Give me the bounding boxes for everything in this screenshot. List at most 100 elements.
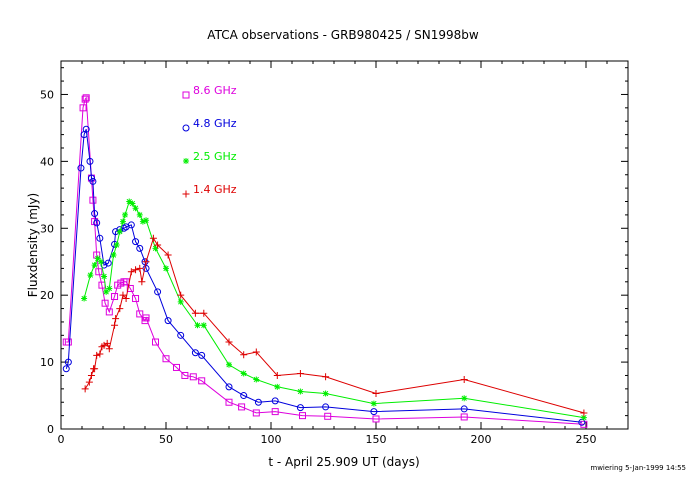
data-point-square xyxy=(173,363,180,371)
x-tick-label: 150 xyxy=(366,433,387,446)
data-point-square xyxy=(580,420,588,428)
data-point-asterisk xyxy=(106,285,113,292)
chart-title: ATCA observations - GRB980425 / SN1998bw xyxy=(207,28,479,42)
data-point-asterisk xyxy=(370,400,377,407)
data-point-asterisk xyxy=(177,298,184,305)
data-point-circle xyxy=(370,408,378,416)
data-point-asterisk xyxy=(126,198,133,205)
data-point-plus xyxy=(273,371,281,379)
data-point-square xyxy=(162,355,170,363)
data-point-asterisk xyxy=(226,361,232,368)
data-point-asterisk xyxy=(200,322,207,329)
data-point-circle xyxy=(136,244,144,252)
data-point-square xyxy=(126,284,134,292)
data-point-plus xyxy=(96,350,104,358)
data-point-circle xyxy=(100,261,108,269)
data-point-plus xyxy=(132,266,140,274)
data-point-square xyxy=(95,268,103,276)
data-point-plus xyxy=(225,338,233,346)
data-point-plus xyxy=(112,315,120,323)
data-point-square xyxy=(189,373,197,381)
data-point-circle xyxy=(154,288,162,296)
data-point-circle xyxy=(182,124,190,132)
data-point-asterisk xyxy=(101,273,108,280)
x-axis: 0 50 100 150 200 250 xyxy=(58,61,629,446)
data-point-plus xyxy=(460,375,468,383)
data-point-square xyxy=(372,415,380,423)
data-point-circle xyxy=(96,234,104,242)
footer-stamp: mwiering 5-Jan-1999 14:55 xyxy=(590,464,686,472)
series-plus xyxy=(81,234,588,417)
data-point-circle xyxy=(127,221,135,229)
y-tick-label: 10 xyxy=(40,356,54,369)
data-point-circle xyxy=(64,358,72,366)
data-point-asterisk xyxy=(322,390,329,397)
data-point-square xyxy=(142,314,150,322)
series-line xyxy=(83,200,584,419)
data-point-circle xyxy=(164,317,172,325)
data-point-circle xyxy=(104,259,112,267)
y-tick-label: 20 xyxy=(40,289,54,302)
y-axis: 0 10 20 30 40 50 xyxy=(40,67,628,436)
data-point-asterisk xyxy=(163,265,169,272)
data-point-square xyxy=(182,91,190,99)
data-point-asterisk xyxy=(240,370,247,377)
x-tick-label: 200 xyxy=(471,433,492,446)
data-point-plus xyxy=(580,409,588,417)
data-point-circle xyxy=(177,331,185,339)
data-point-circle xyxy=(198,351,206,359)
data-point-plus xyxy=(200,309,208,317)
data-point-plus xyxy=(105,345,113,353)
data-point-circle xyxy=(132,238,140,246)
data-point-plus xyxy=(182,190,190,198)
data-point-plus xyxy=(154,241,162,249)
data-point-asterisk xyxy=(132,205,139,212)
data-point-asterisk xyxy=(297,388,304,395)
data-point-square xyxy=(238,403,246,411)
data-point-asterisk xyxy=(119,218,126,225)
data-point-asterisk xyxy=(136,211,143,218)
data-point-asterisk xyxy=(461,395,468,402)
x-tick-label: 0 xyxy=(58,433,65,446)
data-point-circle xyxy=(77,164,85,172)
legend-item: 8.6 GHz xyxy=(182,84,237,99)
data-point-asterisk xyxy=(103,288,110,295)
data-point-square xyxy=(152,338,159,346)
data-point-circle xyxy=(91,210,99,218)
data-point-asterisk xyxy=(91,262,98,269)
data-point-square xyxy=(111,293,119,301)
legend-label: 1.4 GHz xyxy=(193,183,237,196)
data-point-plus xyxy=(136,264,144,272)
data-point-circle xyxy=(62,365,70,373)
data-point-circle xyxy=(271,397,279,405)
legend-item: 1.4 GHz xyxy=(182,183,237,198)
data-point-plus xyxy=(372,390,380,398)
y-axis-label: Fluxdensity (mJy) xyxy=(26,193,40,297)
data-point-asterisk xyxy=(122,211,129,218)
data-point-plus xyxy=(164,251,172,259)
data-point-asterisk xyxy=(580,414,587,421)
data-point-plus xyxy=(322,373,330,381)
legend: 8.6 GHz 4.8 GHz 2.5 GHz 1.4 GHz xyxy=(182,84,237,198)
data-point-circle xyxy=(89,177,97,185)
data-point-circle xyxy=(93,219,101,227)
data-point-plus xyxy=(87,371,95,379)
data-point-square xyxy=(198,377,206,385)
legend-label: 2.5 GHz xyxy=(193,150,237,163)
data-point-plus xyxy=(93,351,101,359)
data-point-circle xyxy=(87,174,95,182)
data-point-asterisk xyxy=(143,217,150,224)
data-point-square xyxy=(64,338,72,346)
data-point-square xyxy=(79,104,87,112)
data-point-asterisk xyxy=(97,258,104,265)
data-point-asterisk xyxy=(110,252,117,259)
series-circle xyxy=(62,125,586,426)
data-point-plus xyxy=(138,278,146,286)
data-point-asterisk xyxy=(274,383,281,390)
series-layer xyxy=(62,94,588,428)
data-point-square xyxy=(460,413,468,421)
data-point-square xyxy=(181,371,189,379)
data-point-plus xyxy=(149,234,157,242)
y-tick-label: 50 xyxy=(40,88,54,101)
